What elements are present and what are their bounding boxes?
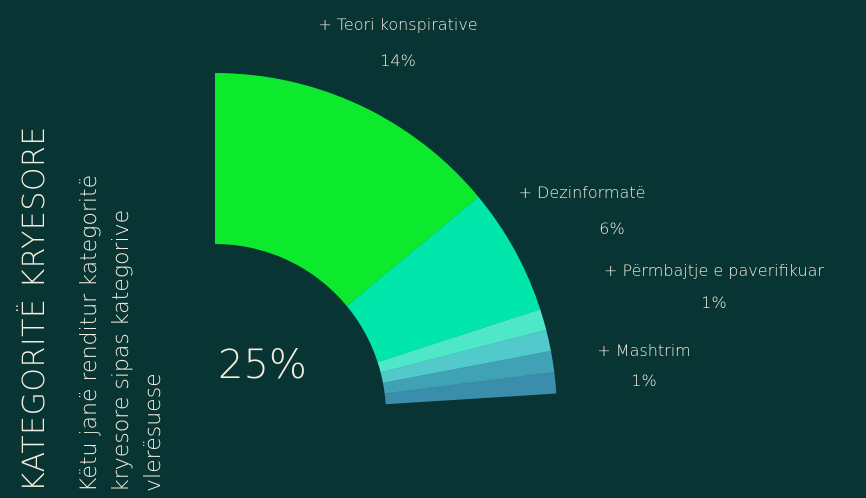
chart-title: KATEGORITË KRYESORE xyxy=(16,126,52,492)
value-label: 6% xyxy=(599,219,624,238)
value-label: 1% xyxy=(701,293,726,312)
subtitle-line: kryesore sipas kategorive xyxy=(109,210,134,492)
slice xyxy=(215,73,479,307)
slice-label: + Teori konspirative xyxy=(318,15,477,34)
subtitle-line: Këtu janë renditur kategoritë xyxy=(77,175,102,492)
slice xyxy=(382,350,555,394)
slice-label: + Përmbajtje e paverifikuar xyxy=(604,261,824,280)
subtitle-line: vlerësuese xyxy=(141,373,166,492)
total-label: 25% xyxy=(218,342,307,388)
slice xyxy=(377,309,547,373)
slice xyxy=(380,329,551,383)
slice-label: + Dezinformatë xyxy=(519,183,646,202)
value-label: 14% xyxy=(380,51,416,70)
slice xyxy=(384,372,557,405)
value-label: 1% xyxy=(631,371,656,390)
slice xyxy=(346,197,541,363)
slice-label: + Mashtrim xyxy=(597,341,690,360)
